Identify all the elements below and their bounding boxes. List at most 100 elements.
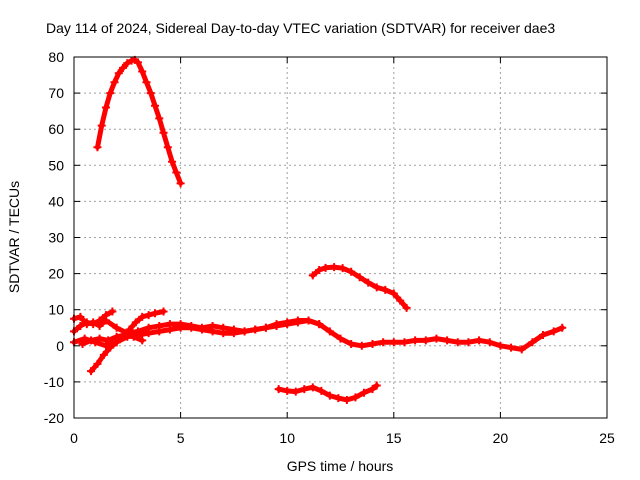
- data-point: [368, 385, 377, 394]
- series-low-track: [78, 330, 147, 348]
- data-point: [144, 311, 153, 320]
- data-point: [144, 323, 153, 332]
- data-point: [308, 383, 317, 392]
- data-point: [496, 341, 505, 350]
- data-point: [155, 321, 164, 330]
- data-point: [357, 341, 366, 350]
- data-point: [317, 386, 326, 395]
- y-tick-label: 70: [48, 85, 64, 101]
- data-point: [114, 69, 123, 78]
- data-point: [539, 330, 548, 339]
- data-point: [101, 311, 110, 320]
- data-point: [347, 339, 356, 348]
- data-point: [272, 320, 281, 329]
- x-tick-label: 20: [493, 430, 509, 446]
- data-point: [229, 325, 238, 334]
- data-point: [443, 336, 452, 345]
- grid-lines: [74, 57, 607, 418]
- data-point: [421, 336, 430, 345]
- y-tick-label: 60: [48, 121, 64, 137]
- data-point: [112, 323, 121, 332]
- data-point: [372, 283, 381, 292]
- data-point: [142, 78, 151, 87]
- data-point: [549, 327, 558, 336]
- y-tick-labels: -20 -10 0 10 20 30 40 50 60 70 80: [44, 49, 64, 426]
- data-point: [159, 128, 168, 137]
- x-tick-label: 0: [70, 430, 78, 446]
- data-point: [330, 263, 339, 272]
- x-axis-title: GPS time / hours: [287, 458, 394, 474]
- data-point: [304, 316, 313, 325]
- series-negative-arc: [274, 381, 381, 404]
- data-point: [283, 318, 292, 327]
- data-point: [87, 336, 96, 345]
- data-point: [464, 338, 473, 347]
- data-point: [176, 320, 185, 329]
- x-tick-labels: 0 5 10 15 20 25: [70, 430, 615, 446]
- x-tick-label: 5: [177, 430, 185, 446]
- data-point: [93, 143, 102, 152]
- y-tick-label: 50: [48, 157, 64, 173]
- data-point: [334, 394, 343, 403]
- data-point: [507, 343, 516, 352]
- x-tick-label: 25: [599, 430, 615, 446]
- y-tick-label: 0: [56, 338, 64, 354]
- data-point: [155, 114, 164, 123]
- y-tick-label: 40: [48, 193, 64, 209]
- data-point: [528, 338, 537, 347]
- data-point: [338, 264, 347, 273]
- data-point: [108, 307, 117, 316]
- y-tick-label: -10: [44, 374, 64, 390]
- data-point: [359, 388, 368, 397]
- y-tick-label: 80: [48, 49, 64, 65]
- data-point: [402, 303, 411, 312]
- y-tick-label: 30: [48, 230, 64, 246]
- data-point: [453, 338, 462, 347]
- data-point: [293, 316, 302, 325]
- data-point: [389, 338, 398, 347]
- data-point: [95, 334, 104, 343]
- data-point: [131, 318, 140, 327]
- x-tick-label: 10: [279, 430, 295, 446]
- axis-ticks: [73, 56, 608, 419]
- data-point: [558, 323, 567, 332]
- data-point: [151, 101, 160, 110]
- data-point: [104, 336, 113, 345]
- chart-title: Day 114 of 2024, Sidereal Day-to-day VTE…: [46, 20, 555, 36]
- data-point: [123, 59, 132, 68]
- data-point: [219, 323, 228, 332]
- data-point: [101, 103, 110, 112]
- data-point: [261, 323, 270, 332]
- data-point: [176, 179, 185, 188]
- data-point: [396, 296, 405, 305]
- data-point: [347, 267, 356, 276]
- data-point: [197, 323, 206, 332]
- data-point: [389, 289, 398, 298]
- data-point: [133, 327, 142, 336]
- data-point: [106, 343, 115, 352]
- data-point: [133, 58, 142, 67]
- data-point: [274, 385, 283, 394]
- data-point: [112, 332, 121, 341]
- data-point: [355, 273, 364, 282]
- data-point: [381, 285, 390, 294]
- data-point: [159, 307, 168, 316]
- data-point: [251, 325, 260, 334]
- data-point: [129, 332, 138, 341]
- data-point: [485, 338, 494, 347]
- data-point: [165, 320, 174, 329]
- data-point: [138, 67, 147, 76]
- data-point: [89, 320, 98, 329]
- data-point: [138, 336, 147, 345]
- data-point: [432, 334, 441, 343]
- data-point: [87, 367, 96, 376]
- data-point: [76, 321, 85, 330]
- data-point: [379, 338, 388, 347]
- data-point: [187, 321, 196, 330]
- y-tick-label: 20: [48, 266, 64, 282]
- data-point: [336, 334, 345, 343]
- data-point: [76, 312, 85, 321]
- data-point: [208, 321, 217, 330]
- data-point: [146, 89, 155, 98]
